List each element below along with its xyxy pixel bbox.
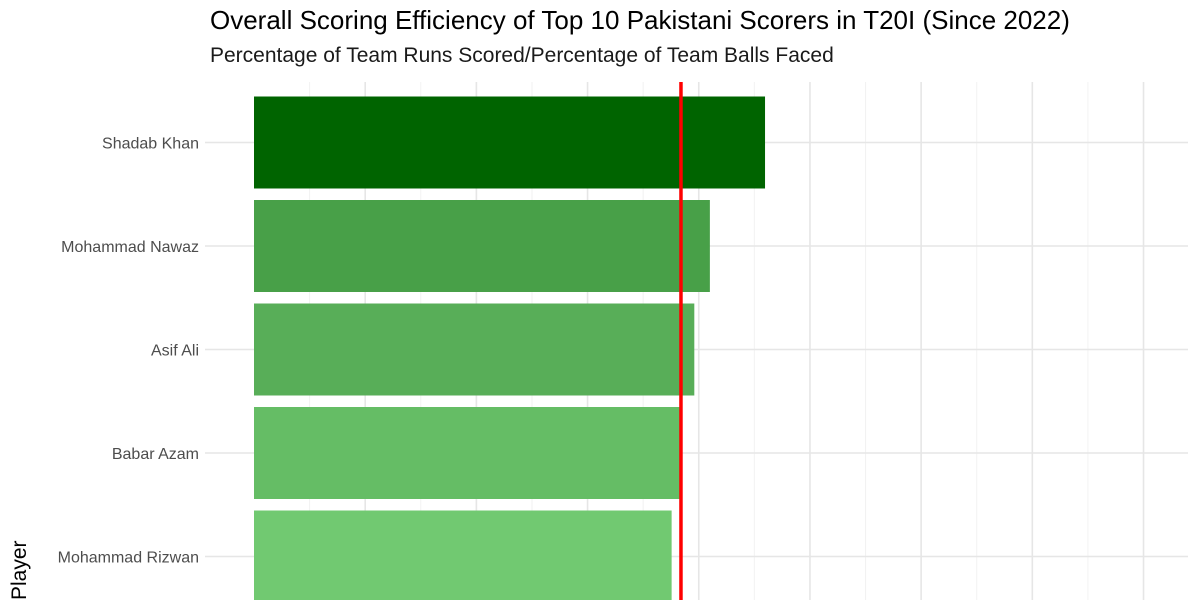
y-tick-label: Asif Ali [151,343,199,360]
bar [254,510,672,600]
bar [254,200,710,292]
y-tick-label: Babar Azam [112,446,199,463]
bar [254,407,680,499]
y-tick-label: Mohammad Nawaz [61,239,199,256]
chart-subtitle: Percentage of Team Runs Scored/Percentag… [210,44,834,67]
y-tick-label: Mohammad Rizwan [58,550,199,567]
bar-layer [254,96,766,600]
y-tick-label: Shadab Khan [102,136,199,153]
tick-label-layer: Shadab Khan Mohammad Nawaz Asif Ali Babar A… [58,136,199,567]
bar [254,96,766,189]
chart-title: Overall Scoring Efficiency of Top 10 Pak… [210,5,1070,35]
bar [254,303,695,396]
